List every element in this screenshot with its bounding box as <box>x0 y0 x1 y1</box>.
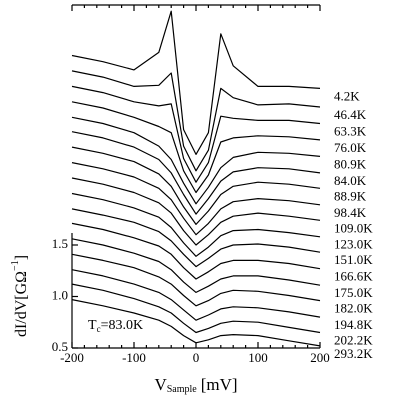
series-line <box>71 116 321 205</box>
annotation-main: T <box>88 318 97 333</box>
annotation-rest: =83.0K <box>101 318 144 333</box>
y-label-main: dI/dV[GΩ <box>13 271 30 337</box>
series-label: 76.0K <box>334 140 367 155</box>
x-axis-label: VSample [mV] <box>154 375 237 395</box>
series-label: 98.4K <box>334 205 367 220</box>
series-label: 293.2K <box>334 346 373 361</box>
x-tick-label: 200 <box>310 350 330 365</box>
series-line <box>71 299 321 347</box>
series-line <box>71 162 321 236</box>
series-label: 166.6K <box>334 269 373 284</box>
series-label: 151.0K <box>334 252 373 267</box>
series-label: 63.3K <box>334 123 367 138</box>
x-tick-label: -100 <box>122 350 146 365</box>
y-label-end: ] <box>13 255 30 260</box>
x-tick-label: 100 <box>248 350 268 365</box>
series-label: 175.0K <box>334 285 373 300</box>
series-label: 88.9K <box>334 188 367 203</box>
y-axis-label: dI/dV[GΩ−1] <box>10 255 29 337</box>
annotation-sub: c <box>97 324 101 334</box>
series-line <box>71 208 321 268</box>
series-line <box>71 192 321 257</box>
x-tick-label: 0 <box>193 350 200 365</box>
series-line <box>71 131 321 215</box>
series-line <box>71 253 321 307</box>
series-line <box>71 222 321 280</box>
y-tick-label: 1.5 <box>52 236 68 251</box>
series-line <box>71 283 321 334</box>
x-label-unit: [mV] <box>201 375 238 394</box>
series-line <box>71 238 321 293</box>
series-line <box>71 177 321 246</box>
x-label-main: V <box>154 375 167 394</box>
series-line <box>71 146 321 225</box>
series-label: 84.0K <box>334 173 367 188</box>
series-label: 80.9K <box>334 156 367 171</box>
y-tick-label: 0.5 <box>52 339 68 354</box>
series-label: 194.8K <box>334 317 373 332</box>
series-label: 202.2K <box>334 333 373 348</box>
series-label: 4.2K <box>334 88 360 103</box>
series-label: 182.0K <box>334 301 373 316</box>
x-tick-label: -200 <box>60 350 84 365</box>
series-label: 46.4K <box>334 107 367 122</box>
annotation: Tc=83.0K <box>88 318 143 334</box>
series-line <box>71 10 321 155</box>
series-line <box>71 85 321 183</box>
series-line <box>71 269 321 321</box>
series-label: 123.0K <box>334 237 373 252</box>
series-line <box>71 101 321 194</box>
series-line <box>71 70 321 172</box>
series-label: 109.0K <box>334 220 373 235</box>
x-label-sub: Sample <box>167 384 198 395</box>
y-tick-label: 1.0 <box>52 287 68 302</box>
y-label-sup: −1 <box>10 260 21 271</box>
